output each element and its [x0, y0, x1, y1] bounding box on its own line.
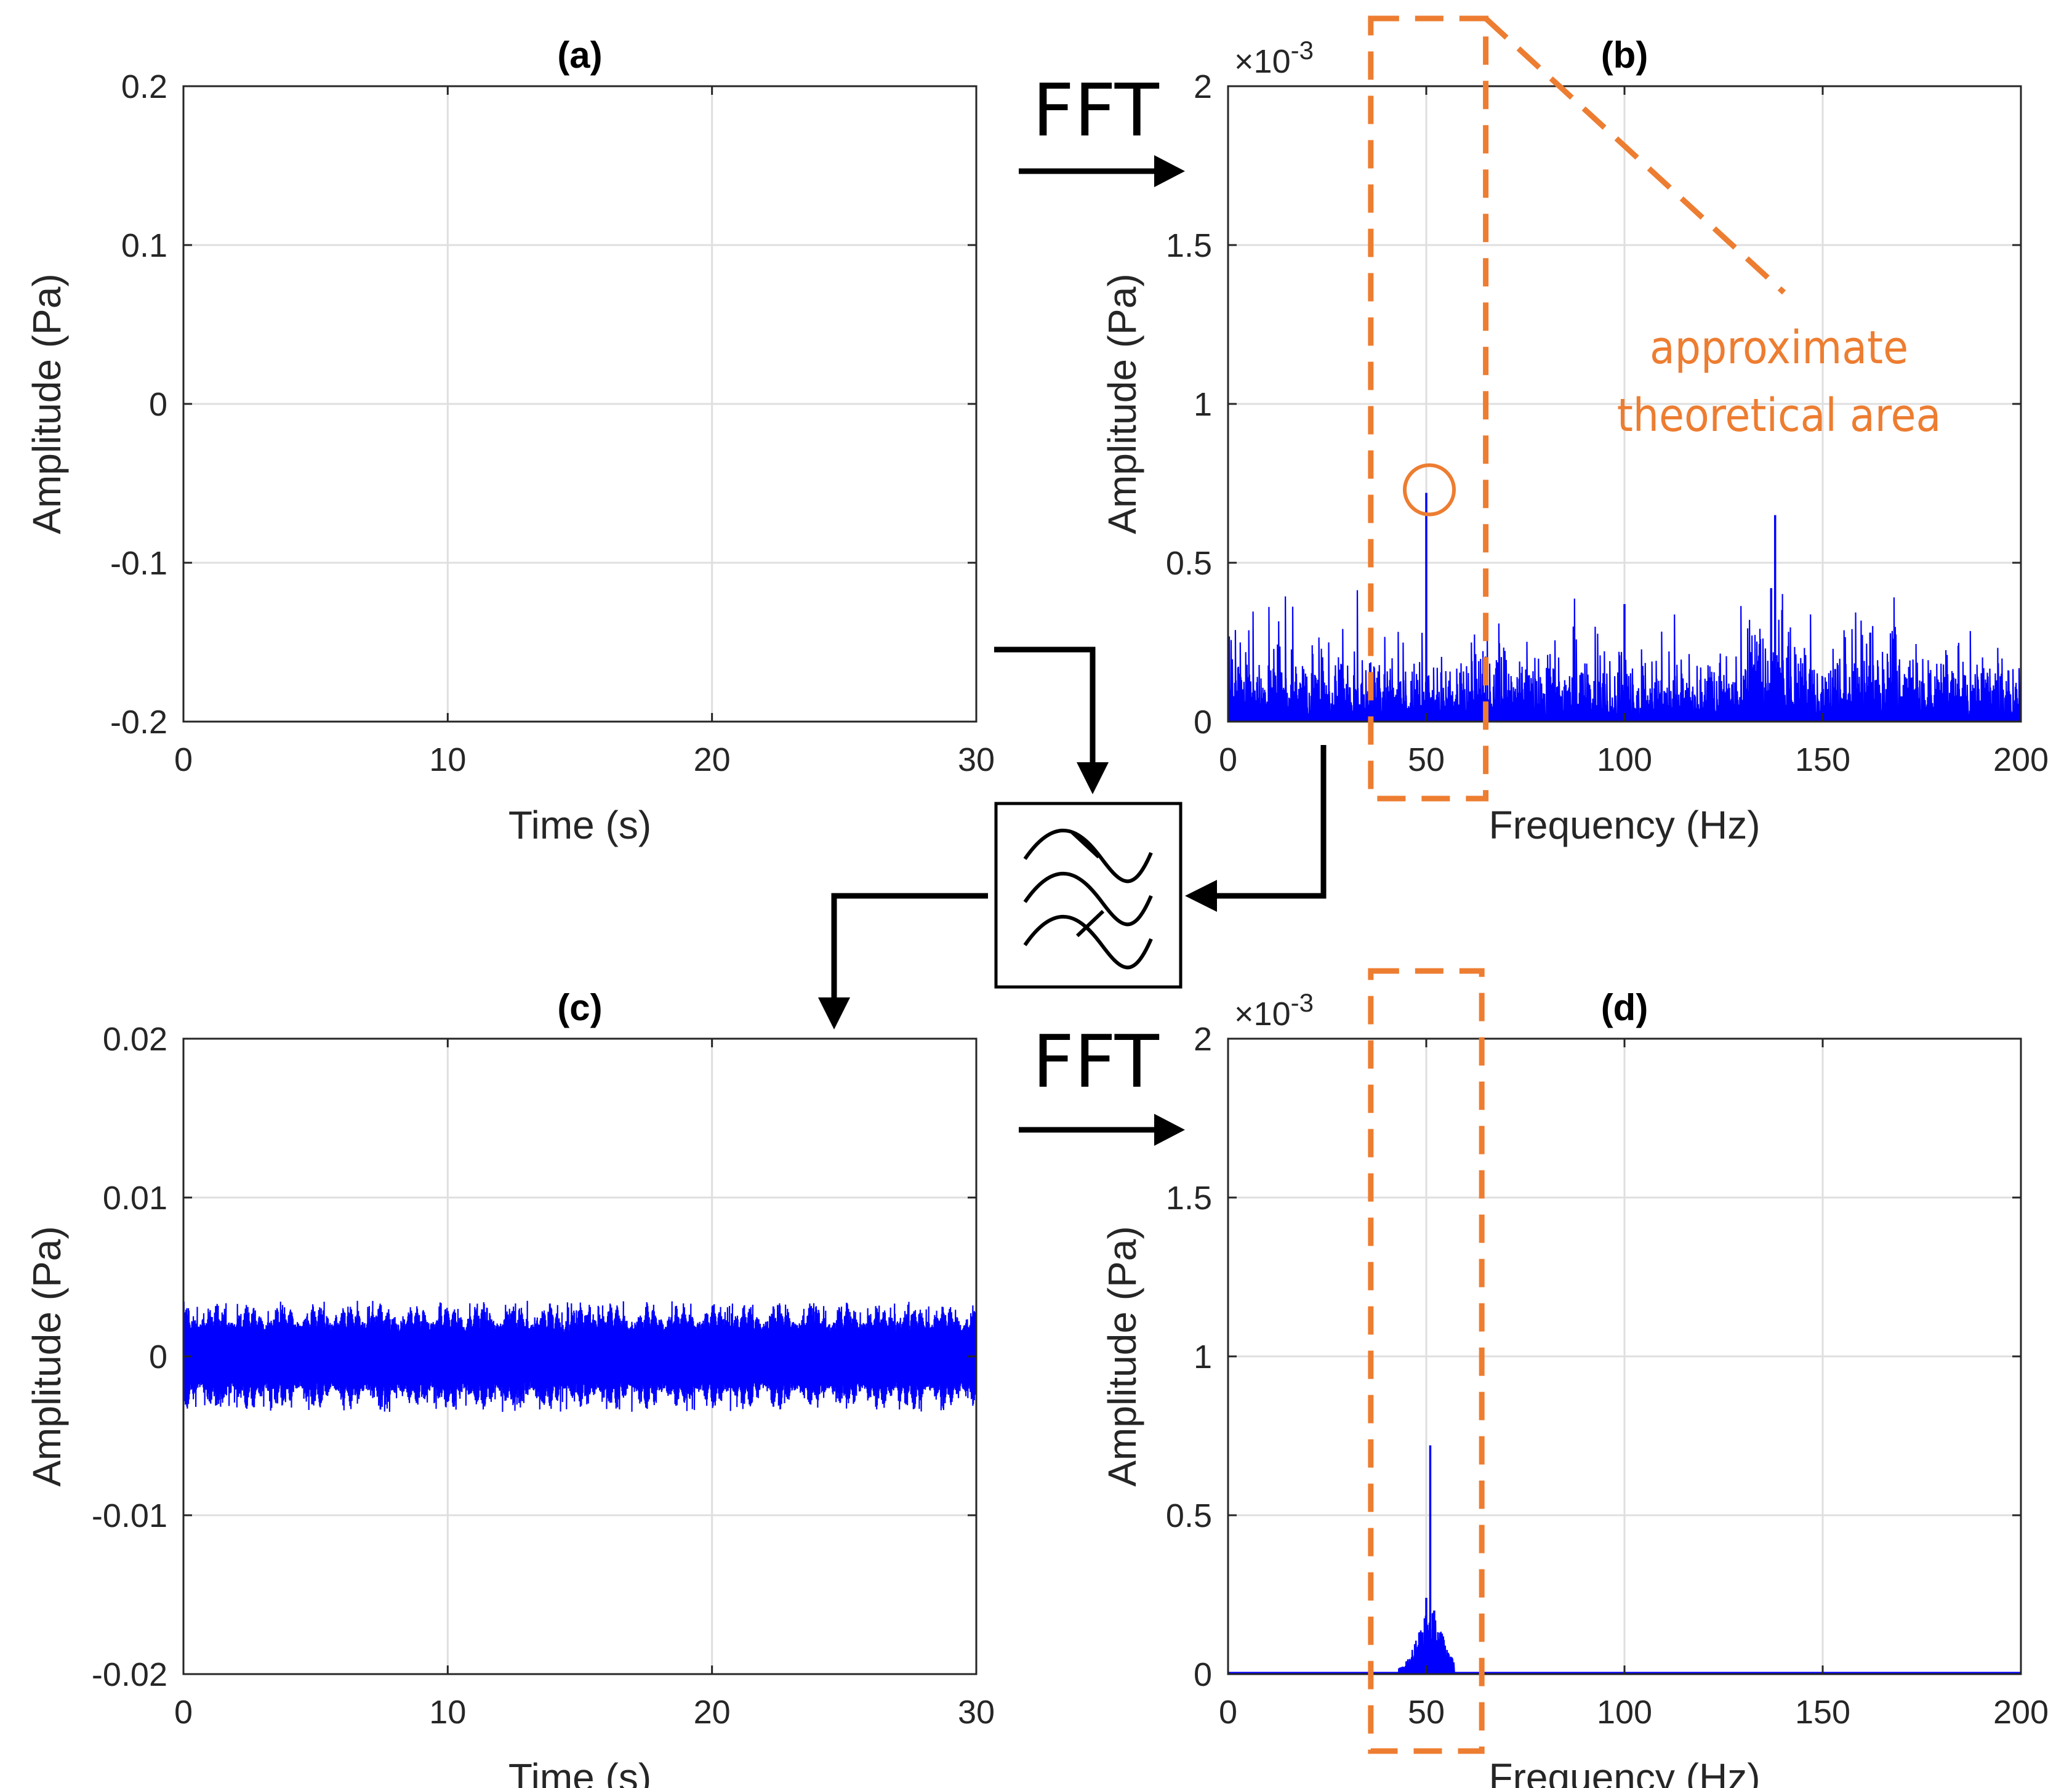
fft-label-top: FFT: [1032, 68, 1160, 153]
x-tick-label: 50: [1408, 1694, 1445, 1731]
filter-wave: [1023, 914, 1153, 970]
filter-block: [994, 802, 1183, 989]
y-tick-label: 0: [1194, 704, 1212, 741]
arrowhead: [1185, 880, 1217, 912]
signal-trace: [1228, 493, 2021, 722]
arrowhead: [818, 997, 850, 1029]
filter-slash: [1070, 831, 1101, 859]
panel-title: (a): [557, 34, 602, 76]
x-axis-label: Frequency (Hz): [1489, 1755, 1761, 1788]
connector-filter-to-c: [818, 893, 988, 1029]
x-axis-label: Time (s): [508, 803, 651, 847]
y-tick-label: -0.2: [110, 704, 167, 741]
panel-title: (c): [557, 987, 602, 1028]
x-tick-label: 100: [1597, 741, 1652, 778]
fft-arrow-top: [1019, 155, 1185, 187]
x-tick-label: 150: [1795, 741, 1850, 778]
y-tick-label: 2: [1194, 68, 1212, 105]
panel-b: 0 50 100 150 200 0 0.5 1 1.5 2 Frequency (Hz) Ampli…: [1100, 34, 2049, 847]
panel-d: 0 50 100 150 200 0 0.5 1 1.5 2 Frequency (Hz) Ampli…: [1100, 987, 2049, 1788]
y-tick-label: -0.01: [92, 1497, 167, 1534]
approx-area-label-line1: approximate: [1650, 321, 1908, 374]
panel-title: (b): [1601, 34, 1648, 76]
arrowhead: [1077, 762, 1109, 794]
y-tick-label: 0: [1194, 1656, 1212, 1693]
panel-title: (d): [1601, 987, 1648, 1028]
x-tick-label: 200: [1993, 1694, 2049, 1731]
x-tick-label: 100: [1597, 1694, 1652, 1731]
y-tick-label: 1.5: [1166, 1180, 1212, 1217]
x-tick-label: 0: [1219, 1694, 1237, 1731]
x-tick-label: 0: [174, 741, 193, 778]
y-tick-label: 0.02: [103, 1021, 167, 1058]
x-tick-label: 10: [429, 1694, 466, 1731]
filter-wave: [1023, 871, 1153, 927]
theoretical-area-box: [1368, 15, 1489, 802]
panel-c: 0 10 20 30 -0.02 -0.01 0 0.01 0.02 Time (s) Amplit…: [25, 987, 995, 1788]
y-axis-label: Amplitude (Pa): [25, 1226, 69, 1486]
x-tick-label: 30: [958, 741, 995, 778]
y-tick-label: 2: [1194, 1021, 1212, 1058]
y-tick-label: 0.1: [121, 227, 167, 264]
y-tick-label: -0.1: [110, 545, 167, 582]
y-tick-label: 1.5: [1166, 227, 1212, 264]
y-multiplier-exponent: -3: [1291, 36, 1314, 65]
signal-trace: [183, 1300, 976, 1412]
y-tick-label: 0.5: [1166, 1497, 1212, 1534]
y-axis-label: Amplitude (Pa): [25, 273, 69, 534]
x-tick-label: 10: [429, 741, 466, 778]
y-tick-label: 1: [1194, 386, 1212, 423]
x-tick-label: 50: [1408, 741, 1445, 778]
y-tick-label: 0: [149, 1339, 167, 1375]
arrowhead: [1154, 1114, 1185, 1146]
y-multiplier: ×10-3: [1234, 36, 1314, 80]
y-axis-label: Amplitude (Pa): [1100, 273, 1144, 534]
fft-arrow-bottom: [1019, 1114, 1185, 1146]
elbow-arrow-icon: [994, 646, 1096, 763]
x-tick-label: 20: [694, 1694, 731, 1731]
x-axis-label: Frequency (Hz): [1489, 803, 1761, 847]
peak-highlight-circle: [1403, 463, 1456, 517]
x-axis-label: Time (s): [508, 1755, 651, 1788]
connector-a-to-filter: [994, 646, 1109, 794]
filter-slash: [1075, 909, 1105, 938]
y-multiplier: ×10-3: [1234, 988, 1314, 1033]
filter-wave: [1023, 828, 1153, 884]
x-tick-label: 0: [174, 1694, 193, 1731]
waveform: [183, 1300, 976, 1412]
x-tick-label: 0: [1219, 741, 1237, 778]
y-tick-label: 1: [1194, 1339, 1212, 1375]
x-tick-label: 200: [1993, 741, 2049, 778]
y-tick-label: 0.2: [121, 68, 167, 105]
y-axis-label: Amplitude (Pa): [1100, 1226, 1144, 1486]
y-multiplier-base: ×10: [1234, 996, 1291, 1033]
x-tick-label: 150: [1795, 1694, 1850, 1731]
y-multiplier-base: ×10: [1234, 43, 1291, 80]
y-multiplier-exponent: -3: [1291, 988, 1314, 1017]
overlay: approximate theoretical area FFT FFT: [818, 15, 1941, 1754]
elbow-arrow-icon: [831, 893, 988, 997]
bandpass-filter-icon: [994, 802, 1183, 989]
y-tick-label: 0: [149, 386, 167, 423]
theoretical-area-box: [1368, 968, 1485, 1754]
y-tick-label: 0.5: [1166, 545, 1212, 582]
fft-label-bottom: FFT: [1032, 1019, 1160, 1104]
x-tick-label: 20: [694, 741, 731, 778]
arrowhead: [1154, 155, 1185, 187]
y-tick-label: -0.02: [92, 1656, 167, 1693]
approx-area-label-line2: theoretical area: [1617, 389, 1941, 442]
panel-a: 0 10 20 30 -0.2 -0.1 0 0.1 0.2 Time (s) Amplitude …: [25, 34, 995, 847]
y-tick-label: 0.01: [103, 1180, 167, 1217]
elbow-arrow-icon: [1216, 745, 1327, 899]
x-tick-label: 30: [958, 1694, 995, 1731]
theoretical-area-leader: [1484, 16, 1786, 295]
connector-b-to-filter: [1185, 745, 1327, 912]
